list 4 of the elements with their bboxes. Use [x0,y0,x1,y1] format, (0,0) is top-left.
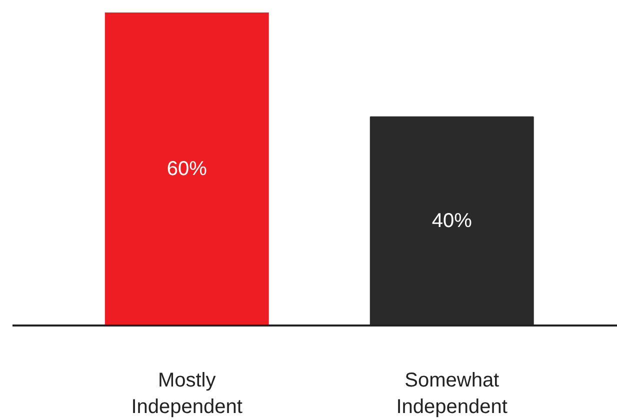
data-label: 40% [432,210,472,232]
x-tick-label: Mostly Independent [131,370,243,418]
x-tick-label: Somewhat Independent [396,370,508,418]
data-label: 60% [166,158,208,180]
